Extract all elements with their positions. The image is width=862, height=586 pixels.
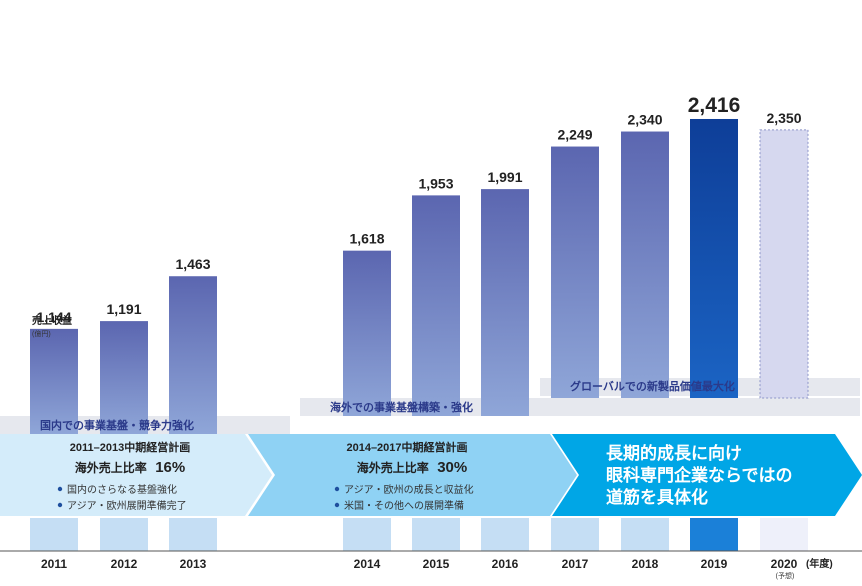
- plan1-title: 2011–2013中期経営計画: [70, 440, 190, 454]
- bar-2018: [621, 131, 669, 398]
- band-label-3: グローバルでの新製品価値最大化: [570, 379, 735, 393]
- plan-arrow-3: [552, 434, 862, 516]
- bar-base-2017: [551, 518, 599, 551]
- plan1-ratio: 海外売上比率 16%: [75, 459, 186, 476]
- bar-base-2019: [690, 518, 738, 551]
- x-tick-2015: 2015: [423, 557, 450, 571]
- y-axis-unit: (億円): [32, 329, 51, 338]
- value-label-2018: 2,340: [627, 112, 662, 128]
- bar-2011: [30, 328, 78, 434]
- plan-arrow-2: [248, 434, 577, 516]
- x-axis-unit: (年度): [806, 557, 833, 570]
- bar-2012: [100, 321, 148, 434]
- bar-2016: [481, 189, 529, 416]
- x-tick-2011: 2011: [41, 557, 67, 571]
- plan3-line-2: 眼科専門企業ならではの: [606, 465, 793, 485]
- value-label-2016: 1,991: [487, 169, 522, 185]
- bar-base-2016: [481, 518, 529, 551]
- x-tick-2014: 2014: [354, 557, 381, 571]
- value-label-2015: 1,953: [418, 175, 453, 191]
- plan2-title: 2014–2017中期経営計画: [346, 440, 467, 454]
- value-label-2013: 1,463: [175, 256, 210, 272]
- bar-base-2020: [760, 518, 808, 551]
- bar-group: 1,144 1,191 1,463 1,618 1,953 1,991 2,249 2,340…: [30, 94, 809, 551]
- plan1-bullet-1: [57, 486, 63, 492]
- bar-2017: [551, 146, 599, 398]
- x-tick-2018: 2018: [632, 557, 659, 571]
- bar-2020: [759, 129, 809, 399]
- x-tick-2020: 2020: [771, 557, 798, 571]
- bar-base-2015: [412, 518, 460, 551]
- bar-base-2013: [169, 518, 217, 551]
- bar-2015: [412, 195, 460, 416]
- forecast-note: (予想): [776, 571, 795, 580]
- value-label-2019: 2,416: [688, 94, 741, 117]
- bar-base-2018: [621, 518, 669, 551]
- value-label-2014: 1,618: [349, 231, 384, 247]
- x-tick-2016: 2016: [492, 557, 519, 571]
- bar-base-2012: [100, 518, 148, 551]
- x-tick-2012: 2012: [111, 557, 138, 571]
- plan2-item-1: アジア・欧州の成長と収益化: [344, 483, 474, 496]
- y-axis-label: 売上収益: [32, 314, 72, 327]
- plan1-item-2: アジア・欧州展開準備完了: [67, 499, 187, 512]
- x-tick-2013: 2013: [180, 557, 207, 571]
- plan2-item-2: 米国・その他への展開準備: [344, 499, 464, 512]
- plan1-bullet-2: [57, 502, 63, 508]
- x-tick-group: 2011 2012 2013 2014 2015 2016 2017 2018 2019 2020: [41, 557, 798, 571]
- plan3-line-1: 長期的成長に向け: [606, 443, 742, 463]
- value-label-2020: 2,350: [766, 110, 801, 126]
- bar-base-2011: [30, 518, 78, 551]
- plan1-item-1: 国内のさらなる基盤強化: [67, 483, 177, 496]
- value-label-2012: 1,191: [106, 301, 141, 317]
- bar-2013: [169, 276, 217, 434]
- plan2-ratio: 海外売上比率 30%: [357, 459, 468, 476]
- band-label-1: 国内での事業基盤・競争力強化: [40, 418, 194, 432]
- plan2-bullet-2: [334, 502, 340, 508]
- bar-2014: [343, 250, 391, 416]
- x-tick-2019: 2019: [701, 557, 728, 571]
- value-label-2017: 2,249: [557, 127, 592, 143]
- x-tick-2017: 2017: [562, 557, 589, 571]
- plan3-line-3: 道筋を具体化: [606, 487, 708, 507]
- value-label-2011: 1,144: [36, 309, 71, 325]
- bar-base-2014: [343, 518, 391, 551]
- plan-arrow-1: [0, 434, 272, 516]
- band-label-2: 海外での事業基盤構築・強化: [330, 400, 473, 414]
- plan2-bullet-1: [334, 486, 340, 492]
- bar-2019: [690, 118, 738, 399]
